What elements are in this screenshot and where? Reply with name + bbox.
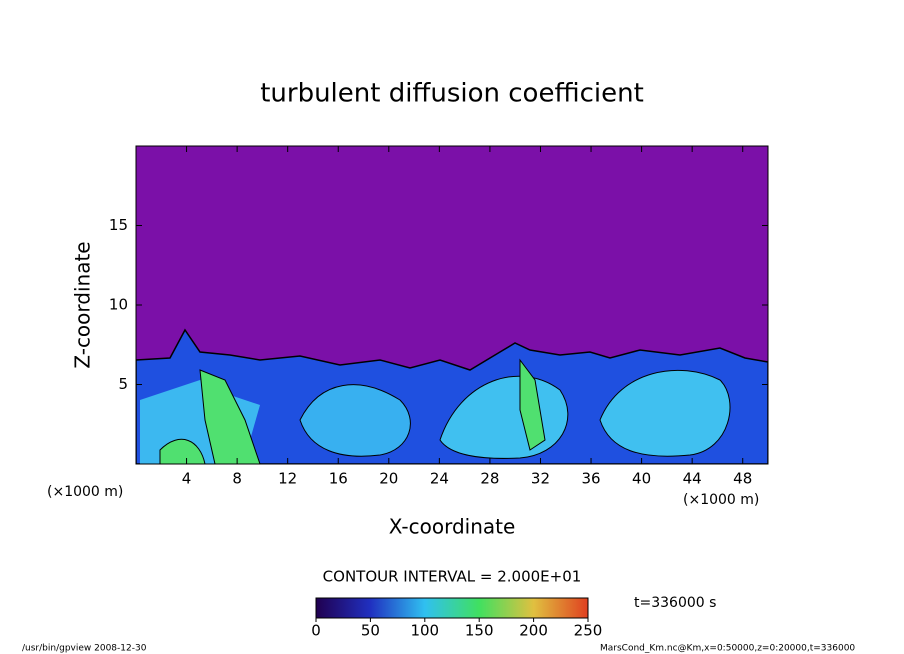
y-tick-label: 5 [118,375,128,393]
chart-title: turbulent diffusion coefficient [260,79,644,109]
x-tick-label: 20 [379,470,398,488]
footer-left: /usr/bin/gpview 2008-12-30 [22,644,147,654]
x-tick-label: 16 [329,470,348,488]
contour-interval: CONTOUR INTERVAL = 2.000E+01 [323,568,582,586]
x-tick-label: 8 [232,470,242,488]
colorbar-tick-label: 200 [519,622,548,640]
colorbar-tick-label: 0 [311,622,321,640]
x-tick-label: 48 [733,470,752,488]
y-tick-label: 15 [109,216,128,234]
x-tick-label: 32 [531,470,550,488]
colorbar-tick-label: 50 [361,622,380,640]
colorbar-tick-label: 150 [465,622,494,640]
colorbar-tick-label: 100 [410,622,439,640]
footer-right: MarsCond_Km.nc@Km,x=0:50000,z=0:20000,t=… [600,644,855,654]
y-tick-label: 10 [109,296,128,314]
x-tick-label: 12 [278,470,297,488]
time-label: t=336000 s [634,595,716,611]
y-axis-title: Z-coordinate [71,241,95,368]
field-blob [599,369,731,457]
x-tick-label: 44 [683,470,702,488]
colorbar [315,597,589,619]
x-tick-label: 24 [430,470,449,488]
x-tick-label: 28 [480,470,499,488]
x-unit-label: (×1000 m) [47,484,123,500]
field-blob [299,384,411,457]
field [136,146,768,464]
x-tick-label: 36 [581,470,600,488]
field-blob [519,358,546,451]
x-tick-label: 4 [182,470,192,488]
x-unit-label: (×1000 m) [683,492,759,508]
x-tick-label: 40 [632,470,651,488]
x-axis-title: X-coordinate [389,515,516,539]
colorbar-tick-label: 250 [574,622,603,640]
field-blob [199,369,261,464]
